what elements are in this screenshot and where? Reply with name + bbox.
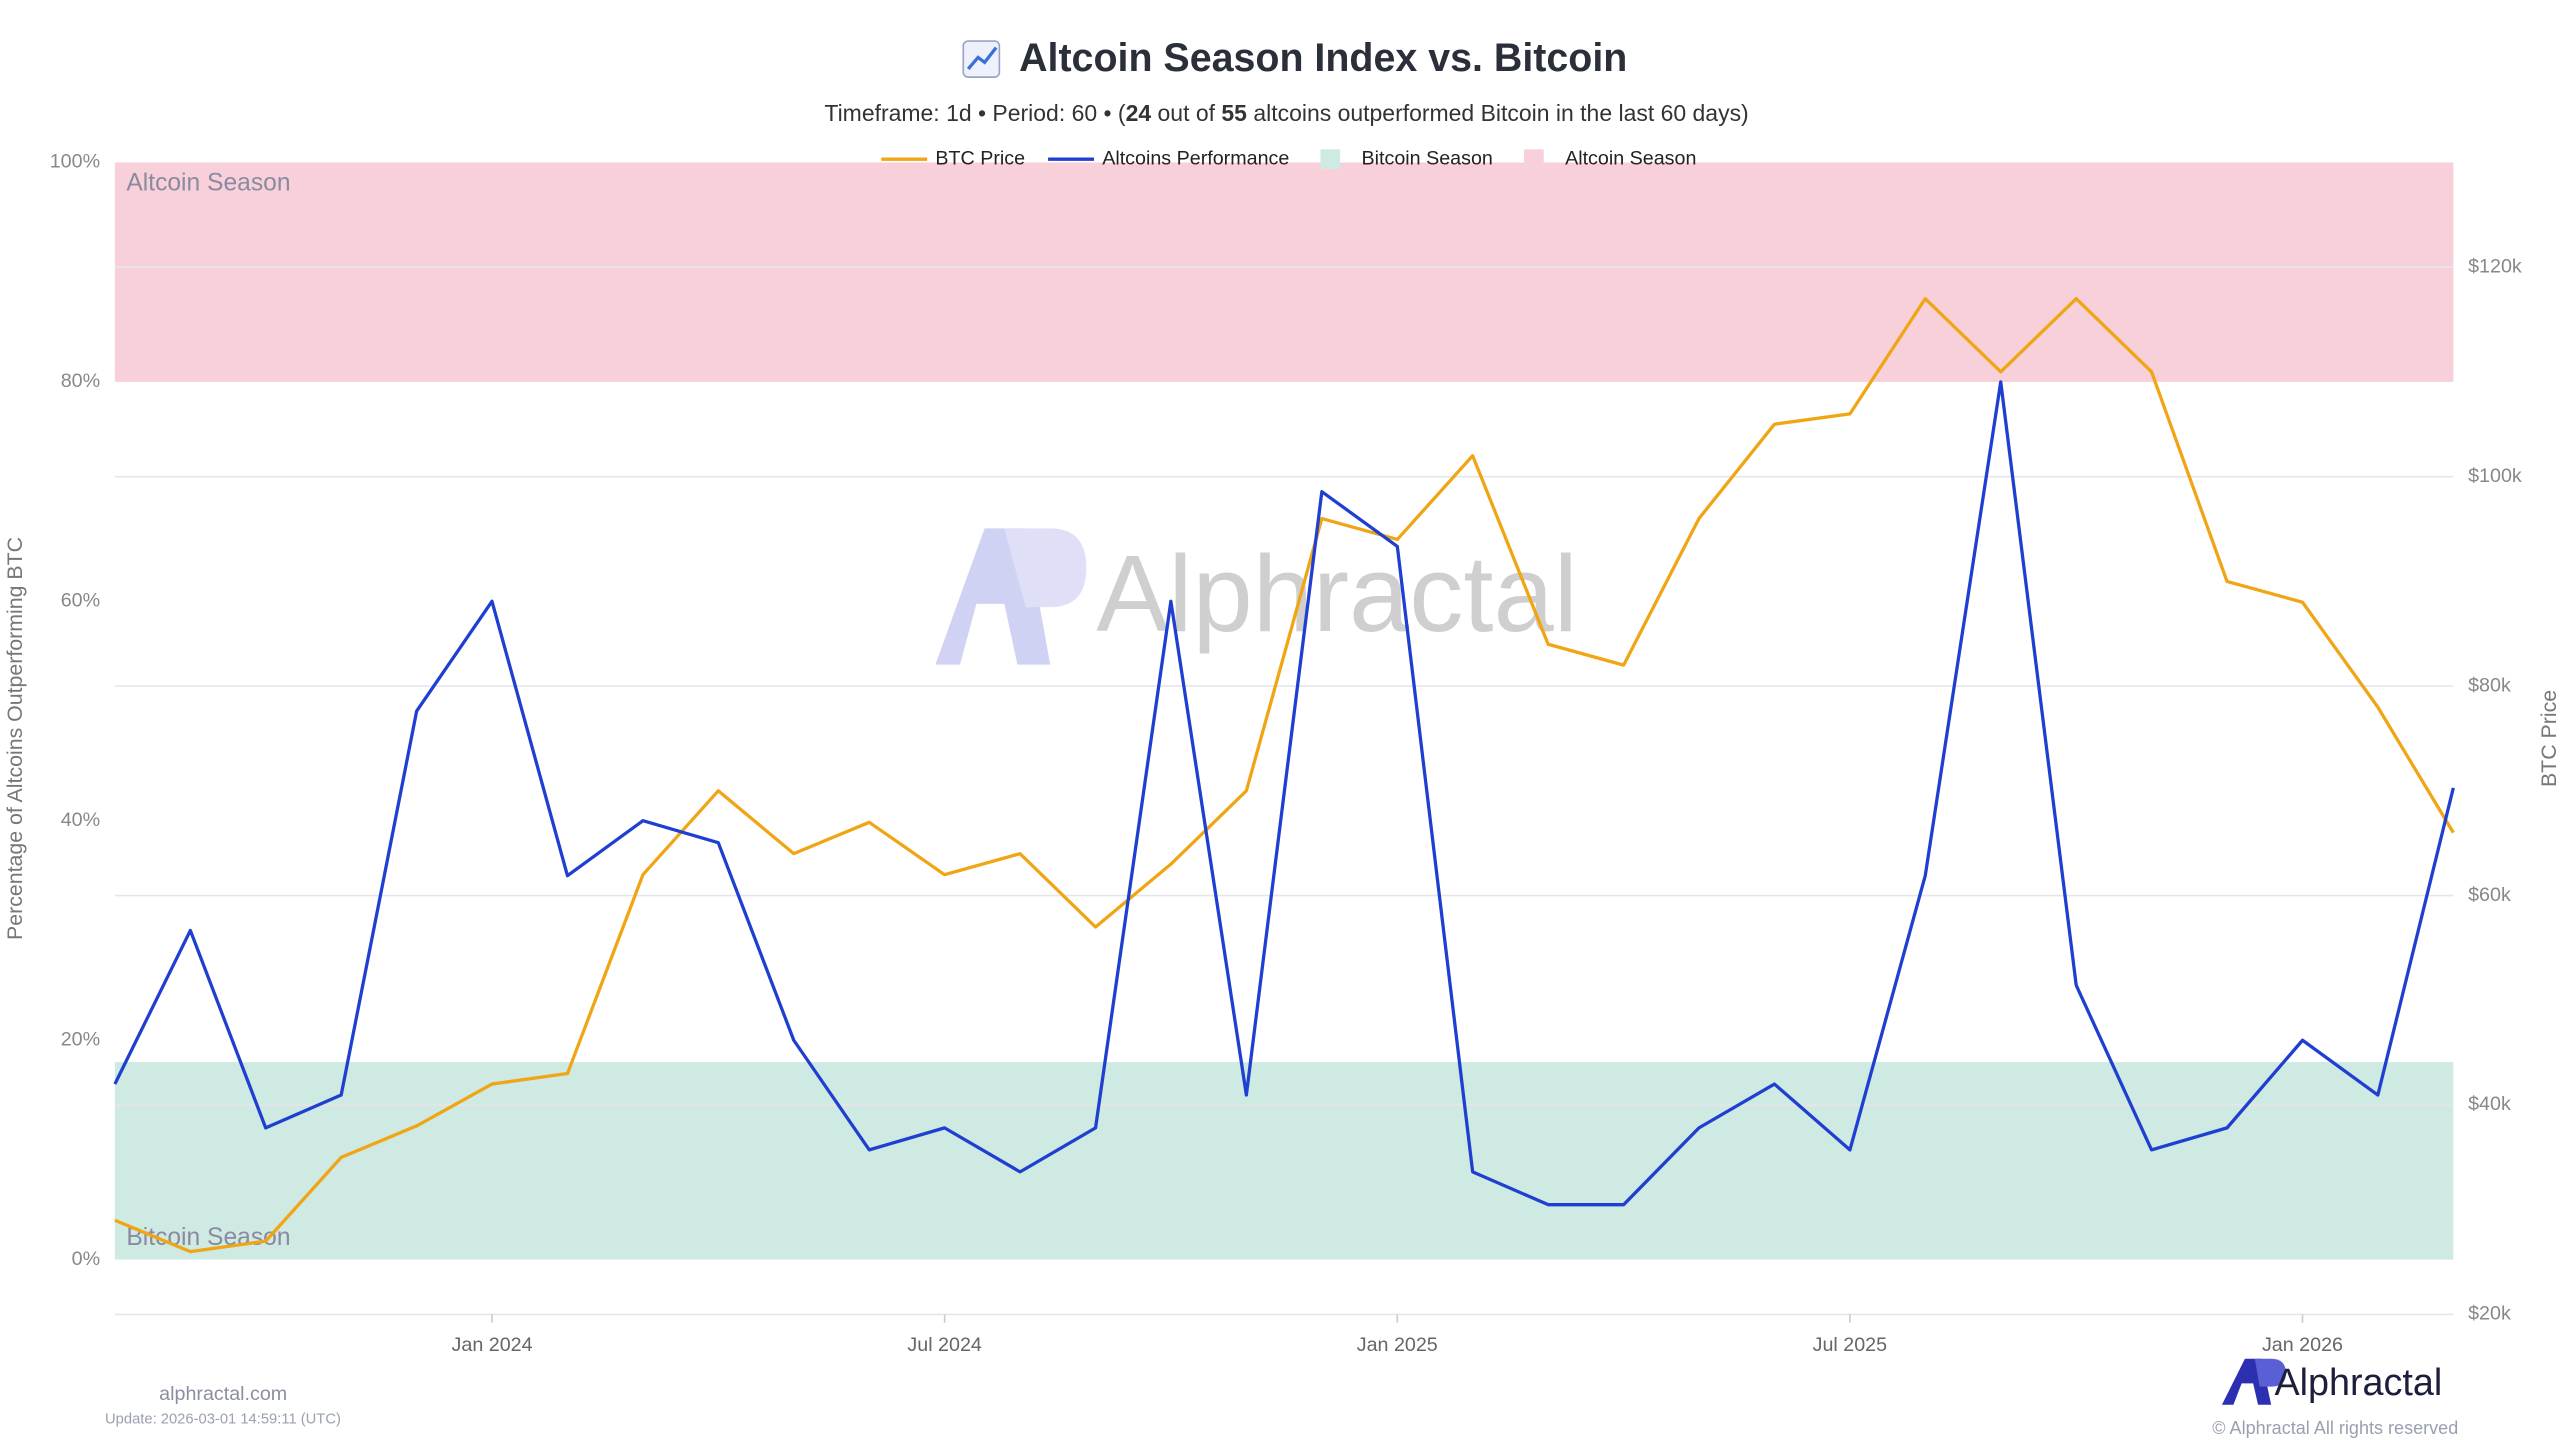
legend-label[interactable]: BTC Price [935,147,1025,169]
y2-axis-title: BTC Price [2537,690,2560,787]
y-axis-title: Percentage of Altcoins Outperforming BTC [3,537,27,940]
series-line [114,297,2455,1254]
season-band [114,1062,2454,1260]
title-group: Altcoin Season Index vs. Bitcoin [962,36,1627,80]
y-tick-label: 80% [61,370,100,392]
watermark-icon [935,528,1051,665]
grid [114,266,2454,1316]
x-tick-label: Jul 2024 [907,1334,981,1356]
subtitle-part: out of [1151,100,1221,126]
legend-label[interactable]: Bitcoin Season [1362,147,1493,169]
logo-icon [2254,1358,2286,1387]
y-tick-label: 40% [61,809,100,831]
y2-tick-label: $20k [2468,1303,2511,1325]
subtitle-part: Timeframe: 1d • Period: 60 • ( [824,100,1126,126]
subtitle-part: altcoins outperformed Bitcoin in the las… [1247,100,1749,126]
season-band [114,162,2454,382]
title-icon [966,46,998,70]
copyright: © Alphractal All rights reserved [2212,1418,2458,1438]
legend-label[interactable]: Altcoin Season [1565,147,1696,169]
band-label: Altcoin Season [126,169,290,196]
band-label: Bitcoin Season [126,1224,290,1251]
y2-tick-label: $60k [2468,884,2511,906]
y-tick-label: 0% [72,1248,100,1270]
y2-tick-label: $80k [2468,674,2511,696]
chart-subtitle: Timeframe: 1d • Period: 60 • (24 out of … [824,100,1748,126]
axes: 0% 20% 40% 60% 80% 100% $20k $40k $60k $80k $100k $… [50,151,2522,1356]
legend: BTC Price Altcoins Performance Bitcoin Sea… [881,147,1696,169]
logo-text: Alphractal [2274,1361,2442,1403]
legend-swatch [1320,149,1341,170]
y-tick-label: 100% [50,151,100,173]
x-tick-label: Jan 2026 [2262,1334,2343,1356]
watermark-icon [1004,528,1087,608]
logo: Alphractal [2221,1358,2442,1405]
y2-tick-label: $120k [2468,255,2522,277]
subtitle-part: 55 [1221,100,1247,126]
lines [113,297,2455,1254]
update-time: Update: 2026-03-01 14:59:11 (UTC) [105,1411,341,1427]
y2-tick-label: $100k [2468,465,2522,487]
watermark: Alphractal [935,528,1578,665]
bands: Bitcoin Season Altcoin Season [114,162,2454,1260]
subtitle-part: 24 [1126,100,1152,126]
y-tick-label: 20% [61,1028,100,1050]
series-line [113,380,2455,1207]
legend-swatch [1524,149,1544,170]
x-tick-label: Jul 2025 [1813,1334,1887,1356]
x-tick-label: Jan 2024 [452,1334,533,1356]
chart-title: Altcoin Season Index vs. Bitcoin [1019,36,1627,80]
source: alphractal.com [159,1383,287,1405]
watermark-text: Alphractal [1096,533,1578,654]
y-tick-label: 60% [61,590,100,612]
x-tick-label: Jan 2025 [1357,1334,1438,1356]
y2-tick-label: $40k [2468,1093,2511,1115]
legend-label[interactable]: Altcoins Performance [1102,147,1289,169]
